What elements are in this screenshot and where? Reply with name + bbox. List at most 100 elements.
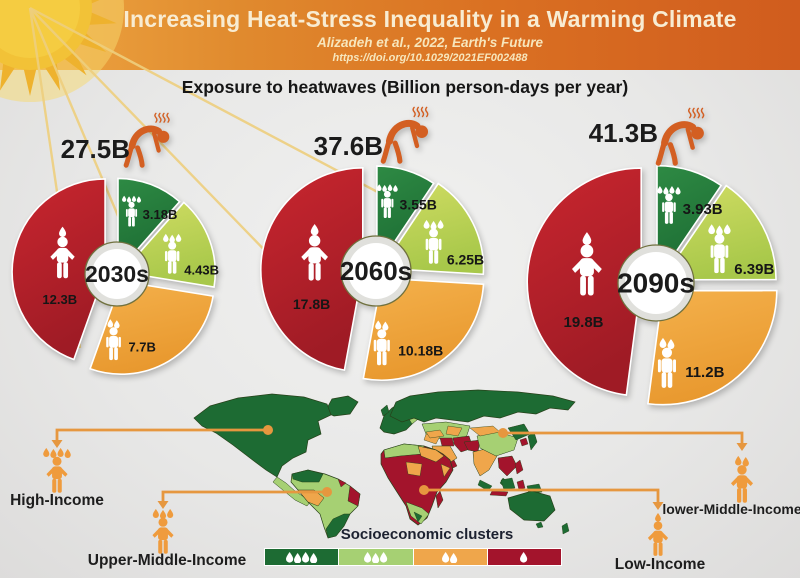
sweat-droplet-icon [43, 448, 50, 458]
person-icon [50, 226, 75, 279]
sweat-droplet-icon [669, 186, 675, 194]
sweat-droplet-icon [659, 337, 667, 348]
slice-High-Income [376, 165, 435, 271]
sweat-droplet-icon [167, 509, 174, 519]
total-2060s: 37.6B [313, 131, 383, 161]
sweat-droplet-icon [423, 219, 430, 229]
legend-title: Socioeconomic clusters [340, 526, 514, 543]
slice-Low-Income [11, 178, 106, 361]
sweat-droplet-icon [657, 186, 663, 194]
total-2030s: 27.5B [60, 134, 130, 164]
donut-2030s: 3.18B 4.43B 7.7B 12.3B 2030s [11, 177, 219, 376]
sweat-droplet-icon [716, 225, 723, 236]
slice-value-label: 6.39B [734, 261, 774, 278]
person-icon [106, 319, 121, 361]
sweat-droplet-icon [163, 233, 169, 242]
donut-2060s: 3.55B 6.25B 10.18B 17.8B 2060s [260, 165, 485, 382]
sweat-droplet-icon [371, 552, 380, 563]
slice-Upper-Middle-Income [380, 182, 485, 276]
slice-value-label: 3.18B [143, 207, 178, 222]
callout-label-lower-middle-income: lower-Middle-Income [662, 501, 800, 517]
slice-High-Income [117, 177, 181, 274]
sweat-droplet-icon [387, 184, 393, 192]
sweat-droplet-icon [376, 184, 382, 192]
sweat-droplet-icon [675, 186, 681, 195]
decade-label: 2090s [617, 268, 695, 299]
sweat-droplet-icon [582, 232, 592, 245]
person-icon [657, 186, 681, 224]
person-icon [301, 223, 328, 281]
callout-label-upper-middle-income: Upper-Middle-Income [87, 552, 247, 569]
legend-segment-Upper-Middle-Income [339, 549, 414, 565]
sweat-droplet-icon [375, 320, 382, 330]
sweat-droplet-icon [735, 456, 742, 466]
callout-label-high-income: High-Income [10, 492, 104, 509]
person-icon [730, 456, 754, 503]
slice-lower-Middle-Income [89, 280, 214, 376]
sweat-droplet-icon [169, 234, 175, 243]
sweat-droplet-icon [114, 320, 120, 329]
sweat-droplet-icon [131, 195, 137, 202]
sweat-droplet-icon [309, 552, 317, 563]
person-icon [572, 232, 602, 296]
arrowhead-icon [51, 440, 63, 448]
slice-value-label: 19.8B [563, 314, 603, 331]
person-icon [43, 448, 71, 493]
legend-segment-High-Income [265, 549, 340, 565]
sweat-droplet-icon [50, 449, 57, 459]
donut-2090s: 3.93B 6.39B 11.2B 19.8B 2090s [526, 164, 778, 406]
sweat-droplet-icon [379, 551, 388, 563]
sweat-droplet-icon [742, 457, 749, 467]
sweat-droplet-icon [520, 551, 528, 563]
sweat-droplet-icon [310, 223, 319, 236]
slice-value-label: 7.7B [128, 339, 155, 354]
heat-exhausted-person-icon [380, 106, 429, 164]
slice-Low-Income [526, 167, 643, 396]
sweat-droplet-icon [430, 220, 437, 230]
slice-Upper-Middle-Income [660, 184, 777, 281]
sweat-droplet-icon [136, 196, 142, 203]
sweat-droplet-icon [107, 319, 114, 328]
sweat-droplet-icon [442, 551, 450, 563]
sweat-droplet-icon [708, 224, 715, 235]
sweat-droplet-icon [723, 224, 731, 235]
decade-label: 2030s [85, 261, 149, 287]
slice-Upper-Middle-Income [120, 201, 217, 288]
sweat-droplet-icon [667, 339, 675, 350]
slice-value-label: 17.8B [293, 296, 330, 312]
sweat-droplet-icon [363, 551, 372, 563]
slice-value-label: 11.2B [685, 364, 724, 381]
sweat-droplet-icon [382, 184, 387, 192]
slice-value-label: 12.3B [42, 292, 77, 307]
legend-segment-Low-Income [487, 549, 561, 565]
sweat-droplet-icon [159, 510, 167, 520]
person-icon [708, 224, 731, 274]
person-icon [647, 513, 669, 556]
sweat-droplet-icon [152, 509, 159, 519]
slice-value-label: 3.93B [683, 201, 723, 218]
sweat-droplet-icon [64, 449, 71, 459]
sweat-droplet-icon [382, 321, 389, 331]
sweat-droplet-icon [663, 186, 669, 195]
section-heading: Exposure to heatwaves (Billion person-da… [181, 77, 629, 97]
slice-lower-Middle-Income [362, 277, 485, 382]
citation-text: Alizadeh et al., 2022, Earth's Future [316, 35, 544, 50]
sweat-droplet-icon [59, 226, 67, 238]
slice-value-label: 10.18B [398, 343, 443, 359]
sweat-droplet-icon [301, 551, 309, 563]
person-icon [376, 184, 398, 219]
sweat-droplet-icon [175, 233, 182, 242]
arrowhead-icon [157, 501, 169, 509]
sweat-droplet-icon [57, 448, 64, 458]
callout-label-low-income: Low-Income [614, 556, 706, 573]
slice-value-label: 4.43B [184, 263, 219, 278]
slice-value-label: 6.25B [447, 252, 484, 268]
doi-link: https://doi.org/10.1029/2021EF002488 [332, 52, 528, 64]
person-icon [657, 337, 676, 388]
person-icon [373, 320, 390, 366]
slice-Low-Income [260, 166, 364, 372]
sweat-droplet-icon [293, 552, 301, 563]
page-title: Increasing Heat-Stress Inequality in a W… [123, 6, 737, 32]
legend-segment-lower-Middle-Income [413, 549, 488, 565]
